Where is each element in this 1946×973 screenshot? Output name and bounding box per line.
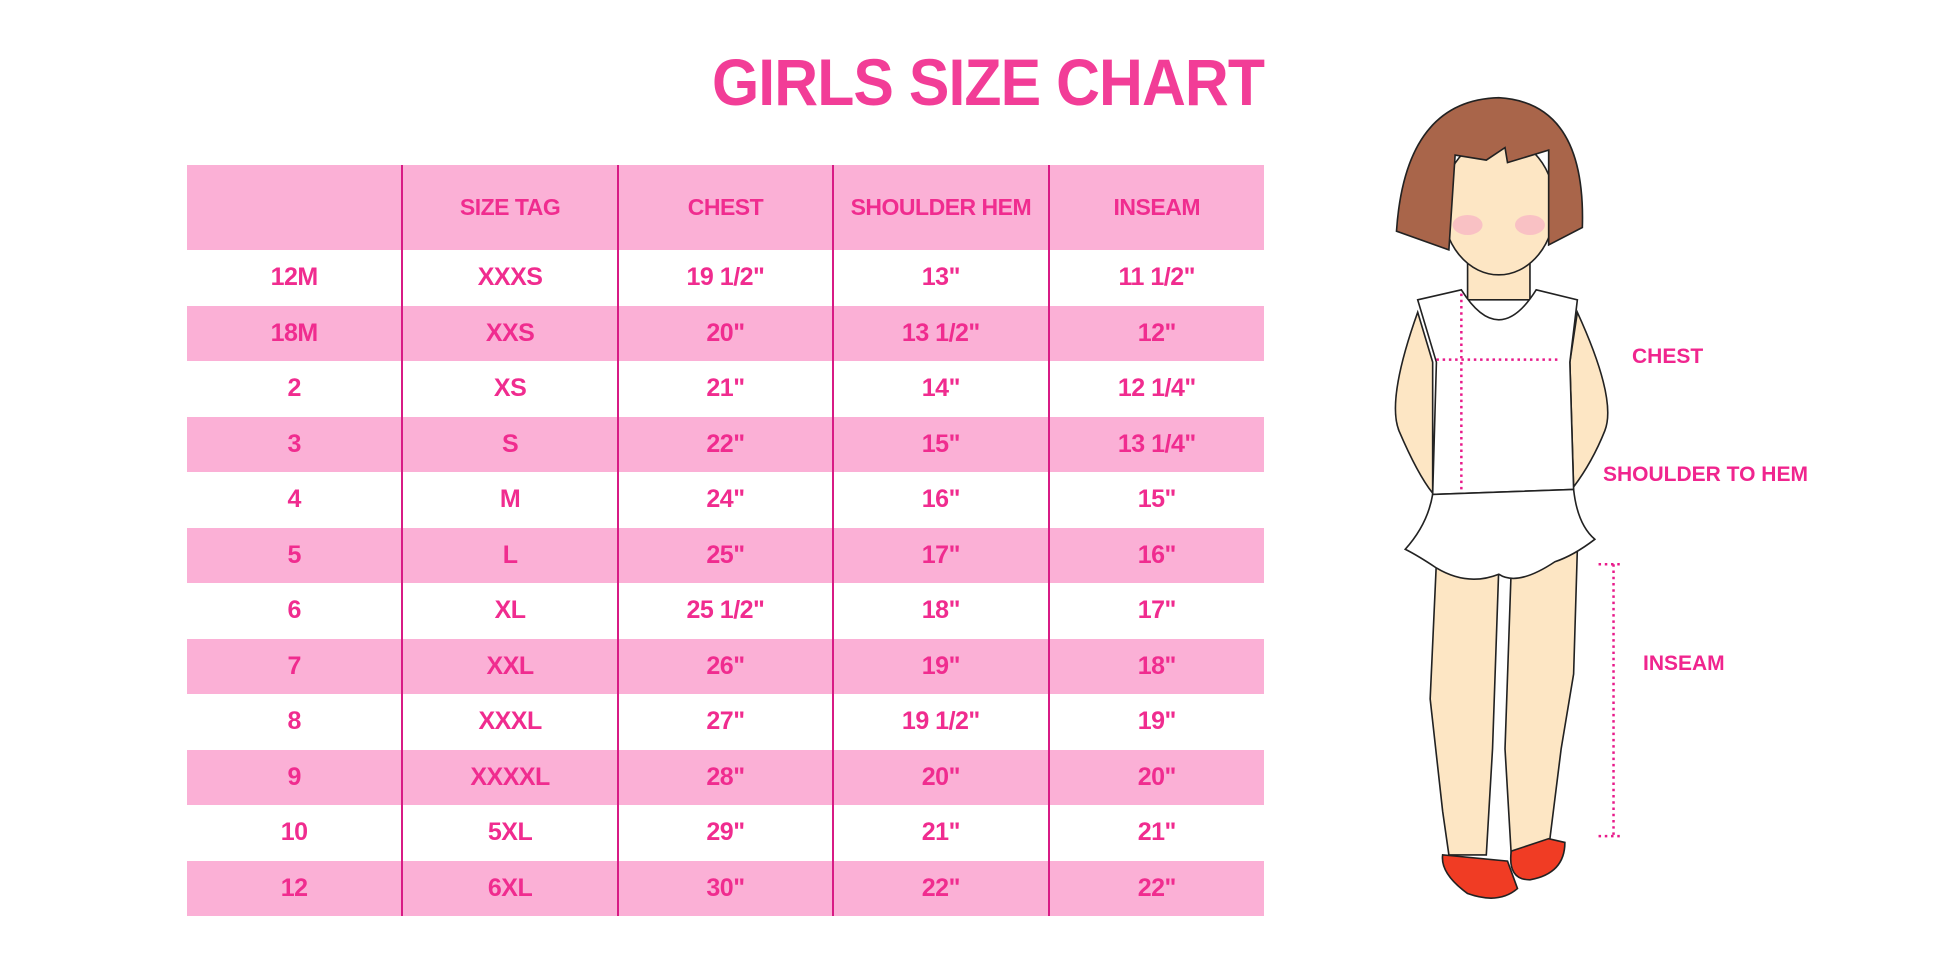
cheek-left bbox=[1452, 214, 1483, 235]
table-cell: 27" bbox=[616, 694, 834, 750]
page-title: GIRLS SIZE CHART bbox=[711, 45, 1265, 119]
table-row: 2 XS 21" 14" 12 1/4" bbox=[187, 361, 1264, 417]
table-cell: 21" bbox=[1047, 805, 1264, 861]
table-cell: 16" bbox=[1047, 527, 1264, 583]
table-cell: 8 bbox=[287, 707, 301, 736]
table-cell: 30" bbox=[616, 860, 834, 916]
table-cell: 12" bbox=[1047, 305, 1264, 361]
table-row: 6 XL 25 1/2" 18" 17" bbox=[187, 583, 1264, 639]
table-cell: XXS bbox=[401, 305, 618, 361]
table-cell: M bbox=[401, 472, 618, 528]
table-cell: 11 1/2" bbox=[1047, 250, 1264, 306]
table-cell: 7 bbox=[187, 638, 403, 694]
table-cell: 19 1/2" bbox=[832, 694, 1049, 750]
table-cell: 4 bbox=[287, 485, 301, 514]
table-cell: 9 bbox=[187, 749, 403, 805]
table-cell: 17" bbox=[832, 527, 1049, 583]
column-header: SHOULDER HEM bbox=[832, 165, 1049, 250]
table-row: 12 6XL 30" 22" 22" bbox=[187, 860, 1264, 916]
table-cell: 18" bbox=[1047, 638, 1264, 694]
column-header: CHEST bbox=[616, 165, 834, 250]
table-cell: 25" bbox=[616, 527, 834, 583]
table-cell: 19" bbox=[832, 638, 1049, 694]
table-row: 3 S 22" 15" 13 1/4" bbox=[187, 416, 1264, 472]
table-cell: 13 1/4" bbox=[1047, 416, 1264, 472]
shoulder-to-hem-label: SHOULDER TO HEM bbox=[1603, 463, 1808, 486]
column-header: INSEAM bbox=[1047, 165, 1264, 250]
table-row: 12M XXXS 19 1/2" 13" 11 1/2" bbox=[187, 250, 1264, 306]
table-row: 8 XXXL 27" 19 1/2" 19" bbox=[187, 694, 1264, 750]
girl-figure bbox=[1394, 96, 1609, 899]
table-cell: 19" bbox=[1047, 694, 1264, 750]
table-cell: 22" bbox=[1047, 860, 1264, 916]
table-cell: 22" bbox=[616, 416, 834, 472]
table-row: 7 XXL 26" 19" 18" bbox=[187, 638, 1264, 694]
table-cell: S bbox=[401, 416, 618, 472]
table-cell: 15" bbox=[1047, 472, 1264, 528]
table-cell: 20" bbox=[832, 749, 1049, 805]
size-chart-table: SIZE TAG CHEST SHOULDER HEM INSEAM 12M XXXS 1… bbox=[187, 165, 1264, 916]
chest-label: CHEST bbox=[1632, 345, 1704, 368]
table-cell: 20" bbox=[616, 305, 834, 361]
cheek-right bbox=[1514, 214, 1545, 235]
table-cell: XS bbox=[401, 361, 618, 417]
table-row: 4 M 24" 16" 15" bbox=[187, 472, 1264, 528]
table-row: 9 XXXXL 28" 20" 20" bbox=[187, 749, 1264, 805]
table-cell: 28" bbox=[616, 749, 834, 805]
table-cell: 10 bbox=[280, 818, 308, 847]
measurement-lines bbox=[1436, 293, 1622, 838]
table-cell: 15" bbox=[832, 416, 1049, 472]
table-cell: 26" bbox=[616, 638, 834, 694]
table-cell: 18M bbox=[187, 305, 403, 361]
table-cell: 12 1/4" bbox=[1047, 361, 1264, 417]
table-row: 18M XXS 20" 13 1/2" 12" bbox=[187, 305, 1264, 361]
table-header-row: SIZE TAG CHEST SHOULDER HEM INSEAM bbox=[187, 165, 1264, 250]
table-row: 10 5XL 29" 21" 21" bbox=[187, 805, 1264, 861]
column-header bbox=[187, 165, 403, 250]
table-cell: XL bbox=[401, 583, 618, 639]
table-cell: 13" bbox=[832, 250, 1049, 306]
table-cell: 20" bbox=[1047, 749, 1264, 805]
table-cell: 19 1/2" bbox=[616, 250, 834, 306]
girl-measurement-illustration bbox=[1394, 96, 1622, 899]
table-cell: 14" bbox=[832, 361, 1049, 417]
table-cell: 25 1/2" bbox=[616, 583, 834, 639]
table-cell: XXXS bbox=[401, 250, 618, 306]
table-cell: 16" bbox=[832, 472, 1049, 528]
table-cell: 3 bbox=[187, 416, 403, 472]
table-cell: 22" bbox=[832, 860, 1049, 916]
table-cell: 13 1/2" bbox=[832, 305, 1049, 361]
table-cell: 5 bbox=[187, 527, 403, 583]
table-cell: XXXL bbox=[401, 694, 618, 750]
table-cell: 29" bbox=[616, 805, 834, 861]
table-cell: 21" bbox=[616, 361, 834, 417]
table-cell: 6 bbox=[287, 596, 301, 625]
table-cell: 6XL bbox=[401, 860, 618, 916]
table-cell: 12 bbox=[187, 860, 403, 916]
table-cell: XXXXL bbox=[401, 749, 618, 805]
table-cell: L bbox=[401, 527, 618, 583]
table-cell: XXL bbox=[401, 638, 618, 694]
table-cell: 5XL bbox=[401, 805, 618, 861]
table-cell: 21" bbox=[832, 805, 1049, 861]
table-cell: 12M bbox=[270, 263, 319, 292]
inseam-label: INSEAM bbox=[1643, 652, 1725, 675]
table-cell: 18" bbox=[832, 583, 1049, 639]
table-cell: 24" bbox=[616, 472, 834, 528]
table-cell: 2 bbox=[287, 374, 301, 403]
table-row: 5 L 25" 17" 16" bbox=[187, 527, 1264, 583]
table-cell: 17" bbox=[1047, 583, 1264, 639]
column-header: SIZE TAG bbox=[401, 165, 618, 250]
